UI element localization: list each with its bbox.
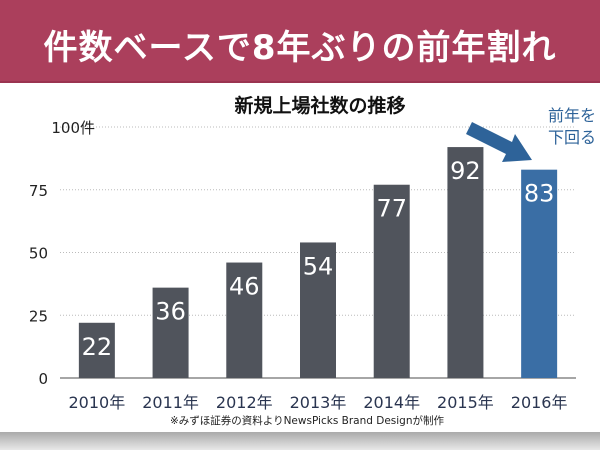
bottom-shadow xyxy=(0,432,600,450)
data-label: 36 xyxy=(155,298,186,326)
y-tick-label: 50 xyxy=(29,245,48,263)
data-label: 83 xyxy=(524,180,555,208)
bar xyxy=(78,322,115,378)
data-label: 77 xyxy=(376,195,407,223)
x-tick-label: 2014年 xyxy=(363,393,420,412)
annotation: 前年を 下回る xyxy=(466,106,596,162)
x-tick-label: 2015年 xyxy=(437,393,494,412)
y-tick-label: 75 xyxy=(29,182,48,200)
data-label: 22 xyxy=(82,333,113,361)
x-tick-label: 2012年 xyxy=(216,393,273,412)
source-note: ※みずほ証券の資料よりNewsPicks Brand Designが制作 xyxy=(170,414,445,427)
x-tick-label: 2010年 xyxy=(68,393,125,412)
header-banner: 件数ベースで8年ぶりの前年割れ xyxy=(0,0,600,83)
y-tick-label: 100件 xyxy=(51,119,95,137)
x-tick-label: 2011年 xyxy=(142,393,199,412)
x-tick-label: 2013年 xyxy=(290,393,347,412)
bar xyxy=(152,287,189,378)
x-tick-label: 2016年 xyxy=(511,393,568,412)
header-title: 件数ベースで8年ぶりの前年割れ xyxy=(43,28,557,68)
arrow-down-right-icon xyxy=(466,122,532,162)
annotation-line: 前年を xyxy=(548,106,596,125)
y-tick-label: 0 xyxy=(38,370,48,388)
bar xyxy=(447,147,484,378)
data-label: 46 xyxy=(229,273,260,301)
bar xyxy=(373,184,410,378)
chart-title: 新規上場社数の推移 xyxy=(234,94,405,117)
annotation-line: 下回る xyxy=(548,128,596,147)
data-label: 92 xyxy=(450,157,481,185)
bar xyxy=(226,262,263,378)
y-tick-label: 25 xyxy=(29,307,48,325)
data-label: 54 xyxy=(303,252,334,280)
bar xyxy=(300,242,336,378)
bar xyxy=(521,169,558,378)
